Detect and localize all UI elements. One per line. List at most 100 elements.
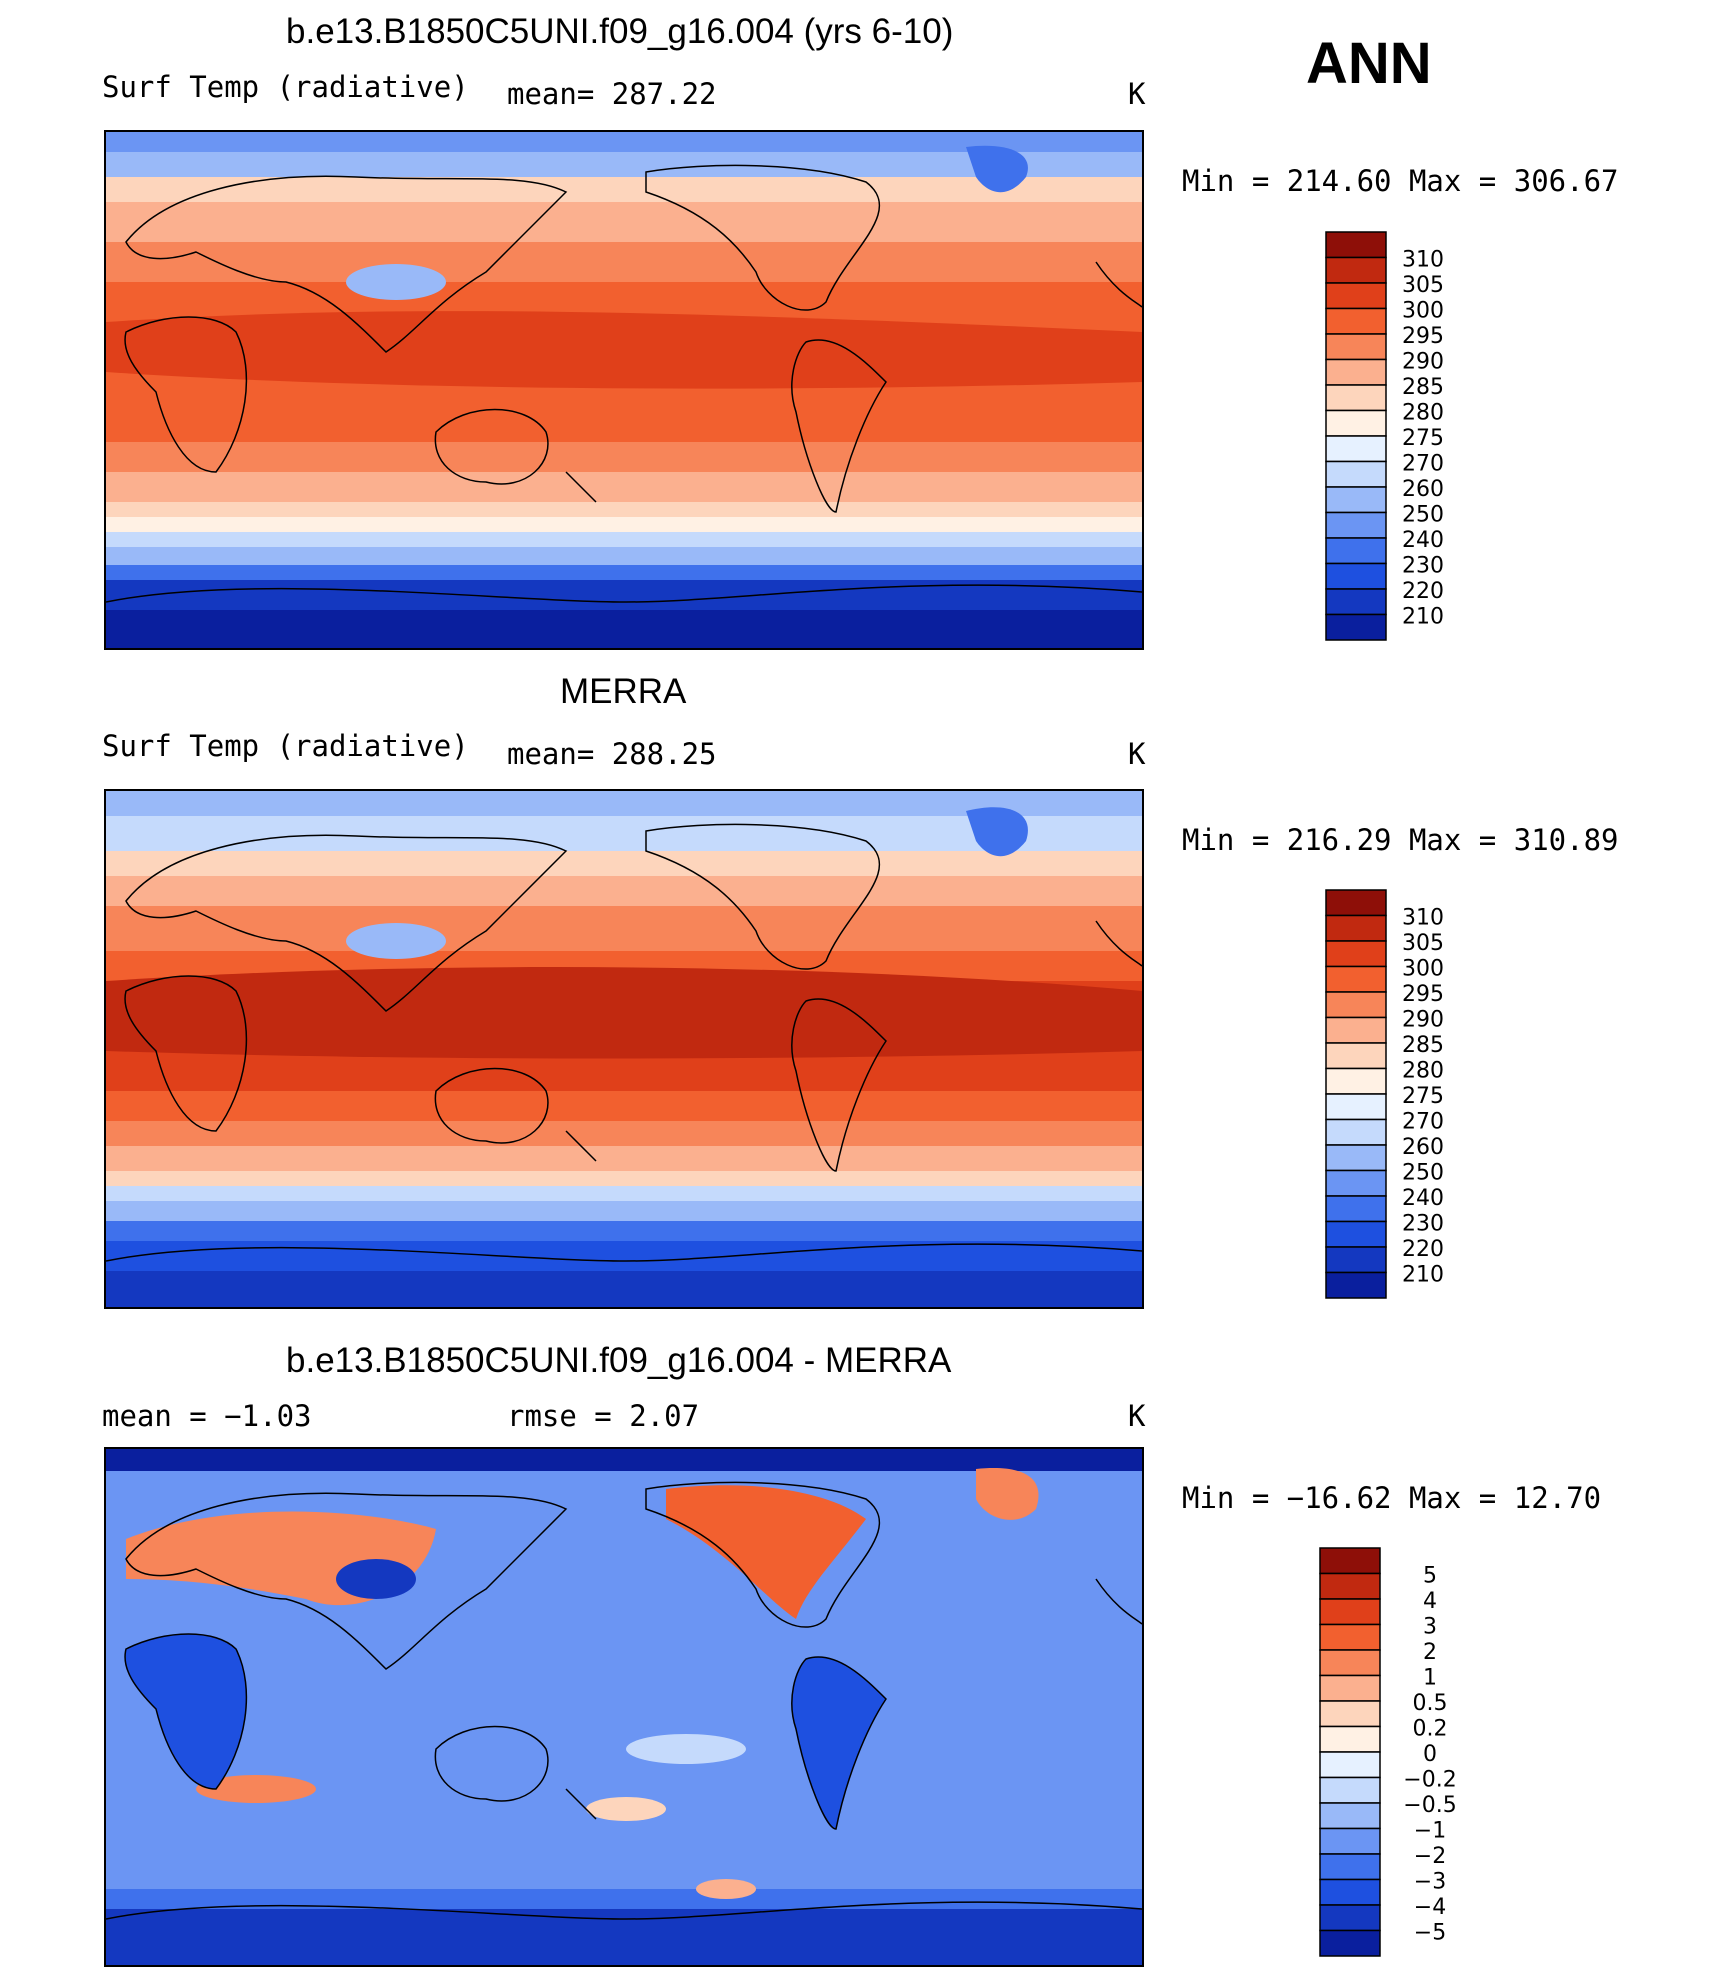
colorbar-tick-label: 1 <box>1423 1666 1437 1691</box>
colorbar-box <box>1325 562 1387 590</box>
colorbar-box <box>1325 588 1387 616</box>
colorbar-tick-label: 230 <box>1402 1212 1444 1237</box>
colorbar-box <box>1325 231 1387 259</box>
colorbar-tick-label: 220 <box>1402 1237 1444 1262</box>
colorbar-tick-label: 295 <box>1402 982 1444 1007</box>
colorbar-box <box>1319 1878 1381 1906</box>
panel-2-minmax-label: Min = 216.29 Max = 310.89 <box>1182 823 1619 857</box>
colorbar-tick-label: 310 <box>1402 906 1444 931</box>
colorbar-box <box>1319 1929 1381 1957</box>
colorbar-box <box>1325 256 1387 284</box>
colorbar-box <box>1325 914 1387 942</box>
colorbar-box <box>1319 1649 1381 1677</box>
panel-1-minmax-label: Min = 214.60 Max = 306.67 <box>1182 164 1619 198</box>
panel-1-mean-label: mean= 287.22 <box>507 77 717 111</box>
colorbar-tick-label: 290 <box>1402 1008 1444 1033</box>
colorbar-box <box>1325 358 1387 386</box>
panel-1-colorbar-svg: 3103053002952902852802752702602502402302… <box>1325 231 1444 641</box>
colorbar-box <box>1319 1725 1381 1753</box>
colorbar-tick-label: 220 <box>1402 579 1444 604</box>
colorbar-tick-label: −5 <box>1414 1921 1446 1946</box>
colorbar-box <box>1325 1169 1387 1197</box>
colorbar-box <box>1325 1067 1387 1095</box>
panel-2-map <box>104 789 1144 1309</box>
colorbar-tick-label: 5 <box>1423 1564 1437 1589</box>
colorbar-box <box>1325 1016 1387 1044</box>
colorbar-box <box>1319 1827 1381 1855</box>
panel-3-map-svg <box>106 1449 1142 1965</box>
colorbar-tick-label: −0.5 <box>1403 1793 1456 1818</box>
colorbar-tick-label: −3 <box>1414 1870 1446 1895</box>
panel-2-colorbar-svg: 3103053002952902852802752702602502402302… <box>1325 889 1444 1299</box>
colorbar-box <box>1325 435 1387 463</box>
colorbar-box <box>1325 384 1387 412</box>
colorbar-box <box>1319 1623 1381 1651</box>
panel-2-title: MERRA <box>560 672 687 711</box>
colorbar-tick-label: −4 <box>1414 1895 1446 1920</box>
colorbar-tick-label: 240 <box>1402 1186 1444 1211</box>
colorbar-box <box>1325 460 1387 488</box>
colorbar-tick-label: 0.2 <box>1413 1717 1448 1742</box>
panel-1-map-svg <box>106 132 1142 648</box>
panel-3-title: b.e13.B1850C5UNI.f09_g16.004 - MERRA <box>286 1341 952 1380</box>
colorbar-box <box>1319 1572 1381 1600</box>
colorbar-tick-label: 250 <box>1402 1161 1444 1186</box>
colorbar-box <box>1325 940 1387 968</box>
colorbar-box <box>1325 613 1387 641</box>
colorbar-tick-label: 240 <box>1402 528 1444 553</box>
colorbar-tick-label: 300 <box>1402 299 1444 324</box>
colorbar-tick-label: 260 <box>1402 1135 1444 1160</box>
panel-3-minmax-label: Min = −16.62 Max = 12.70 <box>1182 1481 1602 1515</box>
colorbar-tick-label: 290 <box>1402 350 1444 375</box>
colorbar-box <box>1319 1904 1381 1932</box>
colorbar-tick-label: 250 <box>1402 503 1444 528</box>
colorbar-box <box>1325 991 1387 1019</box>
colorbar-tick-label: 305 <box>1402 273 1444 298</box>
colorbar-box <box>1325 511 1387 539</box>
colorbar-box <box>1325 1246 1387 1274</box>
colorbar-tick-label: 2 <box>1423 1640 1437 1665</box>
colorbar-box <box>1325 1118 1387 1146</box>
colorbar-tick-label: −2 <box>1414 1844 1446 1869</box>
colorbar-tick-label: 300 <box>1402 957 1444 982</box>
colorbar-tick-label: 295 <box>1402 324 1444 349</box>
colorbar-box <box>1325 333 1387 361</box>
colorbar-box <box>1319 1776 1381 1804</box>
colorbar-tick-label: 285 <box>1402 1033 1444 1058</box>
colorbar-box <box>1325 1220 1387 1248</box>
panel-3-rmse-label: rmse = 2.07 <box>507 1399 700 1433</box>
colorbar-box <box>1325 1144 1387 1172</box>
colorbar-tick-label: 0 <box>1423 1742 1437 1767</box>
colorbar-tick-label: 210 <box>1402 1263 1444 1288</box>
panel-1-colorbar: 310 305 300 295 290 285 280 275 270 260 250 240 230 2… <box>1324 230 1484 645</box>
panel-1-variable-label: Surf Temp (radiative) <box>102 70 469 104</box>
colorbar-tick-label: 210 <box>1402 605 1444 630</box>
colorbar-box <box>1325 965 1387 993</box>
colorbar-box <box>1319 1547 1381 1575</box>
colorbar-tick-label: 280 <box>1402 401 1444 426</box>
colorbar-tick-label: 4 <box>1423 1589 1437 1614</box>
colorbar-tick-label: 310 <box>1402 248 1444 273</box>
panel-2-colorbar: 310 305 300 295 290 285 280 275 270 260 250 240 230 2… <box>1324 888 1484 1303</box>
colorbar-tick-label: 270 <box>1402 452 1444 477</box>
colorbar-box <box>1325 409 1387 437</box>
colorbar-tick-label: 260 <box>1402 477 1444 502</box>
colorbar-tick-label: 275 <box>1402 426 1444 451</box>
panel-2-units-label: K <box>1128 737 1146 771</box>
colorbar-tick-label: 270 <box>1402 1110 1444 1135</box>
colorbar-box <box>1325 537 1387 565</box>
colorbar-box <box>1319 1853 1381 1881</box>
colorbar-tick-label: 280 <box>1402 1059 1444 1084</box>
panel-3-mean-label: mean = −1.03 <box>102 1399 312 1433</box>
colorbar-box <box>1325 1042 1387 1070</box>
colorbar-box <box>1325 307 1387 335</box>
panel-2-map-svg <box>106 791 1142 1307</box>
colorbar-box <box>1325 282 1387 310</box>
colorbar-tick-label: 3 <box>1423 1615 1437 1640</box>
colorbar-tick-label: 275 <box>1402 1084 1444 1109</box>
panel-1-units-label: K <box>1128 77 1146 111</box>
colorbar-box <box>1325 1195 1387 1223</box>
colorbar-tick-label: 0.5 <box>1413 1691 1448 1716</box>
panel-2-mean-label: mean= 288.25 <box>507 737 717 771</box>
